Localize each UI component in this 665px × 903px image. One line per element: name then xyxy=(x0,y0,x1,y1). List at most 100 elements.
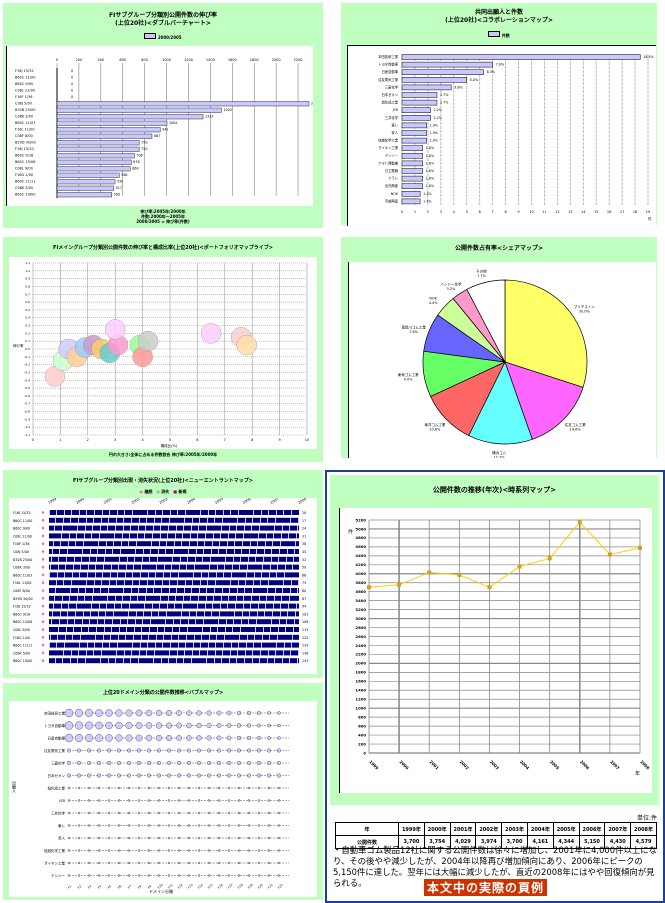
row-count: 108 xyxy=(302,620,308,624)
row-label: 帝人 xyxy=(58,836,65,841)
x-tick-label: 2004 xyxy=(186,498,196,505)
gap-mark xyxy=(137,595,138,601)
chart-title: 公開件数の推移(年次)<時系列マップ> xyxy=(432,486,557,494)
bar-label: 0 xyxy=(71,95,73,99)
y-tick-label: B60C 15/06 xyxy=(15,160,36,164)
gap-mark xyxy=(198,525,199,531)
chart-title: FIサブグループ分類別公開件数の伸び率 xyxy=(109,12,217,19)
gap-mark xyxy=(69,533,70,539)
gap-mark xyxy=(292,564,293,570)
bubble xyxy=(127,836,131,840)
bubble xyxy=(77,861,81,865)
gap-mark xyxy=(245,517,246,523)
gap-mark xyxy=(238,642,239,648)
row-count: 52 xyxy=(302,558,306,562)
gap-mark xyxy=(208,572,209,578)
gap-mark xyxy=(62,658,63,664)
gap-mark xyxy=(288,533,289,539)
gap-mark xyxy=(277,564,278,570)
slice-value: 10.8% xyxy=(429,428,441,432)
gap-mark xyxy=(90,611,91,617)
bubble xyxy=(137,874,141,877)
legend-dot xyxy=(41,659,45,662)
bubble xyxy=(247,874,251,877)
gap-mark xyxy=(279,549,280,554)
bubble xyxy=(137,811,141,815)
y-tick-label: 0.5 xyxy=(25,308,30,312)
gap-mark xyxy=(160,533,161,539)
gap-mark xyxy=(180,619,181,625)
bubble xyxy=(157,799,161,802)
x-tick-label: 2003 xyxy=(489,759,501,771)
slice-value: 9.0% xyxy=(404,377,414,381)
gap-mark xyxy=(56,510,57,515)
plot-area: 0 200 400 600 800 1000 1200 1400 1600 1800 2000 220… xyxy=(339,508,652,793)
gap-mark xyxy=(134,627,135,632)
gap-mark xyxy=(189,611,190,617)
gap-mark xyxy=(187,556,188,562)
bubble xyxy=(177,786,181,790)
bar xyxy=(401,99,438,106)
gap-mark xyxy=(150,549,151,554)
x-tick-label: F18 xyxy=(237,883,244,890)
gap-mark xyxy=(188,619,189,625)
row-count: 66 xyxy=(302,573,306,577)
gap-mark xyxy=(253,642,254,648)
gap-mark xyxy=(136,541,137,547)
gap-mark xyxy=(200,510,201,515)
row-label: B60C 11/00 xyxy=(13,519,32,523)
gap-mark xyxy=(283,650,284,656)
row-bar xyxy=(49,580,299,586)
gap-mark xyxy=(197,533,198,539)
legend-dot xyxy=(41,550,45,553)
gap-mark xyxy=(178,634,179,640)
legend-dot xyxy=(41,573,45,577)
gap-mark xyxy=(121,603,122,609)
y-tick-label: 0.7 xyxy=(25,292,30,296)
gap-mark xyxy=(170,510,171,515)
gap-mark xyxy=(110,634,111,640)
gap-mark xyxy=(149,556,150,562)
gap-mark xyxy=(195,619,196,625)
y-tick-label: F16J 15/10 xyxy=(15,147,34,151)
gap-mark xyxy=(212,603,213,609)
gap-mark xyxy=(109,642,110,648)
gap-mark xyxy=(139,580,140,586)
bar-label: 500 xyxy=(114,193,120,197)
gap-mark xyxy=(114,533,115,539)
row-count: 59 xyxy=(302,566,306,570)
bar xyxy=(401,191,421,197)
gap-mark xyxy=(287,611,288,617)
y-tick-label: クラレ xyxy=(388,176,398,181)
y-tick-label: B60C 11/11 xyxy=(15,180,36,184)
bubble xyxy=(97,799,101,802)
bubble xyxy=(217,861,221,865)
bubble xyxy=(277,811,281,815)
bubble xyxy=(257,861,261,865)
gap-mark xyxy=(109,510,110,515)
gap-mark xyxy=(55,517,56,523)
gap-mark xyxy=(139,517,140,523)
gap-mark xyxy=(239,564,240,570)
gap-mark xyxy=(78,650,79,656)
bar-label: 942 xyxy=(162,128,168,132)
gap-mark xyxy=(174,541,175,547)
gap-mark xyxy=(298,650,299,656)
bubble xyxy=(147,836,151,840)
bubble xyxy=(257,836,261,840)
bubble xyxy=(217,824,221,827)
bar-label: 1.4% xyxy=(423,192,431,196)
y-tick-label: B32B 25/00 xyxy=(15,108,35,112)
gap-mark xyxy=(101,517,102,523)
gap-mark xyxy=(211,611,212,617)
x-tick-label: 5 xyxy=(466,210,468,214)
domain-bubble-panel: 上位20ドメイン分類の公開件数推移<バブルマップ> 本田技研工業 トヨタ自動車 日産… xyxy=(3,683,323,900)
gap-mark xyxy=(251,595,252,601)
legend: 2000/2005 xyxy=(3,33,323,42)
gap-mark xyxy=(53,603,54,609)
data-point xyxy=(397,582,402,587)
row-label: B60C 11/11 xyxy=(13,644,32,648)
gap-mark xyxy=(230,510,231,515)
legend-label: 2000/2005 xyxy=(157,35,182,40)
bubble xyxy=(117,773,121,778)
